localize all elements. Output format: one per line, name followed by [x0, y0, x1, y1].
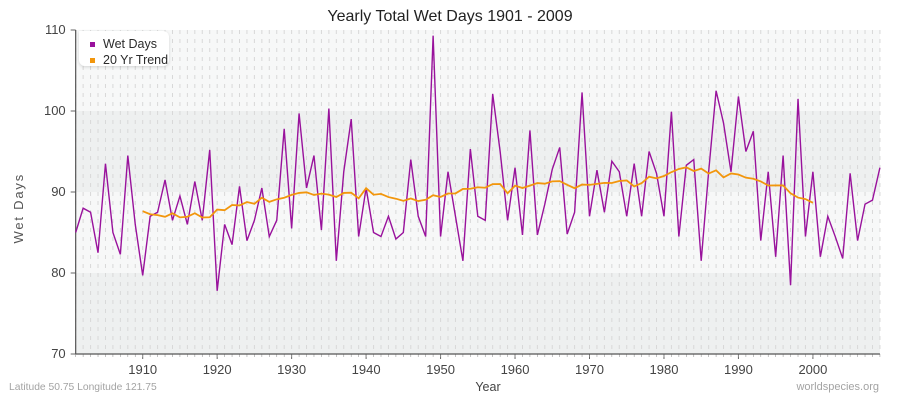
- svg-text:1930: 1930: [277, 362, 306, 377]
- svg-text:1920: 1920: [203, 362, 232, 377]
- svg-text:1950: 1950: [426, 362, 455, 377]
- svg-text:90: 90: [51, 184, 65, 199]
- svg-text:1970: 1970: [575, 362, 604, 377]
- svg-text:1910: 1910: [128, 362, 157, 377]
- svg-text:1990: 1990: [724, 362, 753, 377]
- svg-text:1960: 1960: [501, 362, 530, 377]
- svg-text:70: 70: [51, 346, 65, 361]
- svg-text:2000: 2000: [798, 362, 827, 377]
- svg-text:100: 100: [44, 103, 66, 118]
- svg-text:1980: 1980: [650, 362, 679, 377]
- svg-text:110: 110: [45, 22, 66, 37]
- svg-text:80: 80: [51, 265, 65, 280]
- svg-text:1940: 1940: [352, 362, 381, 377]
